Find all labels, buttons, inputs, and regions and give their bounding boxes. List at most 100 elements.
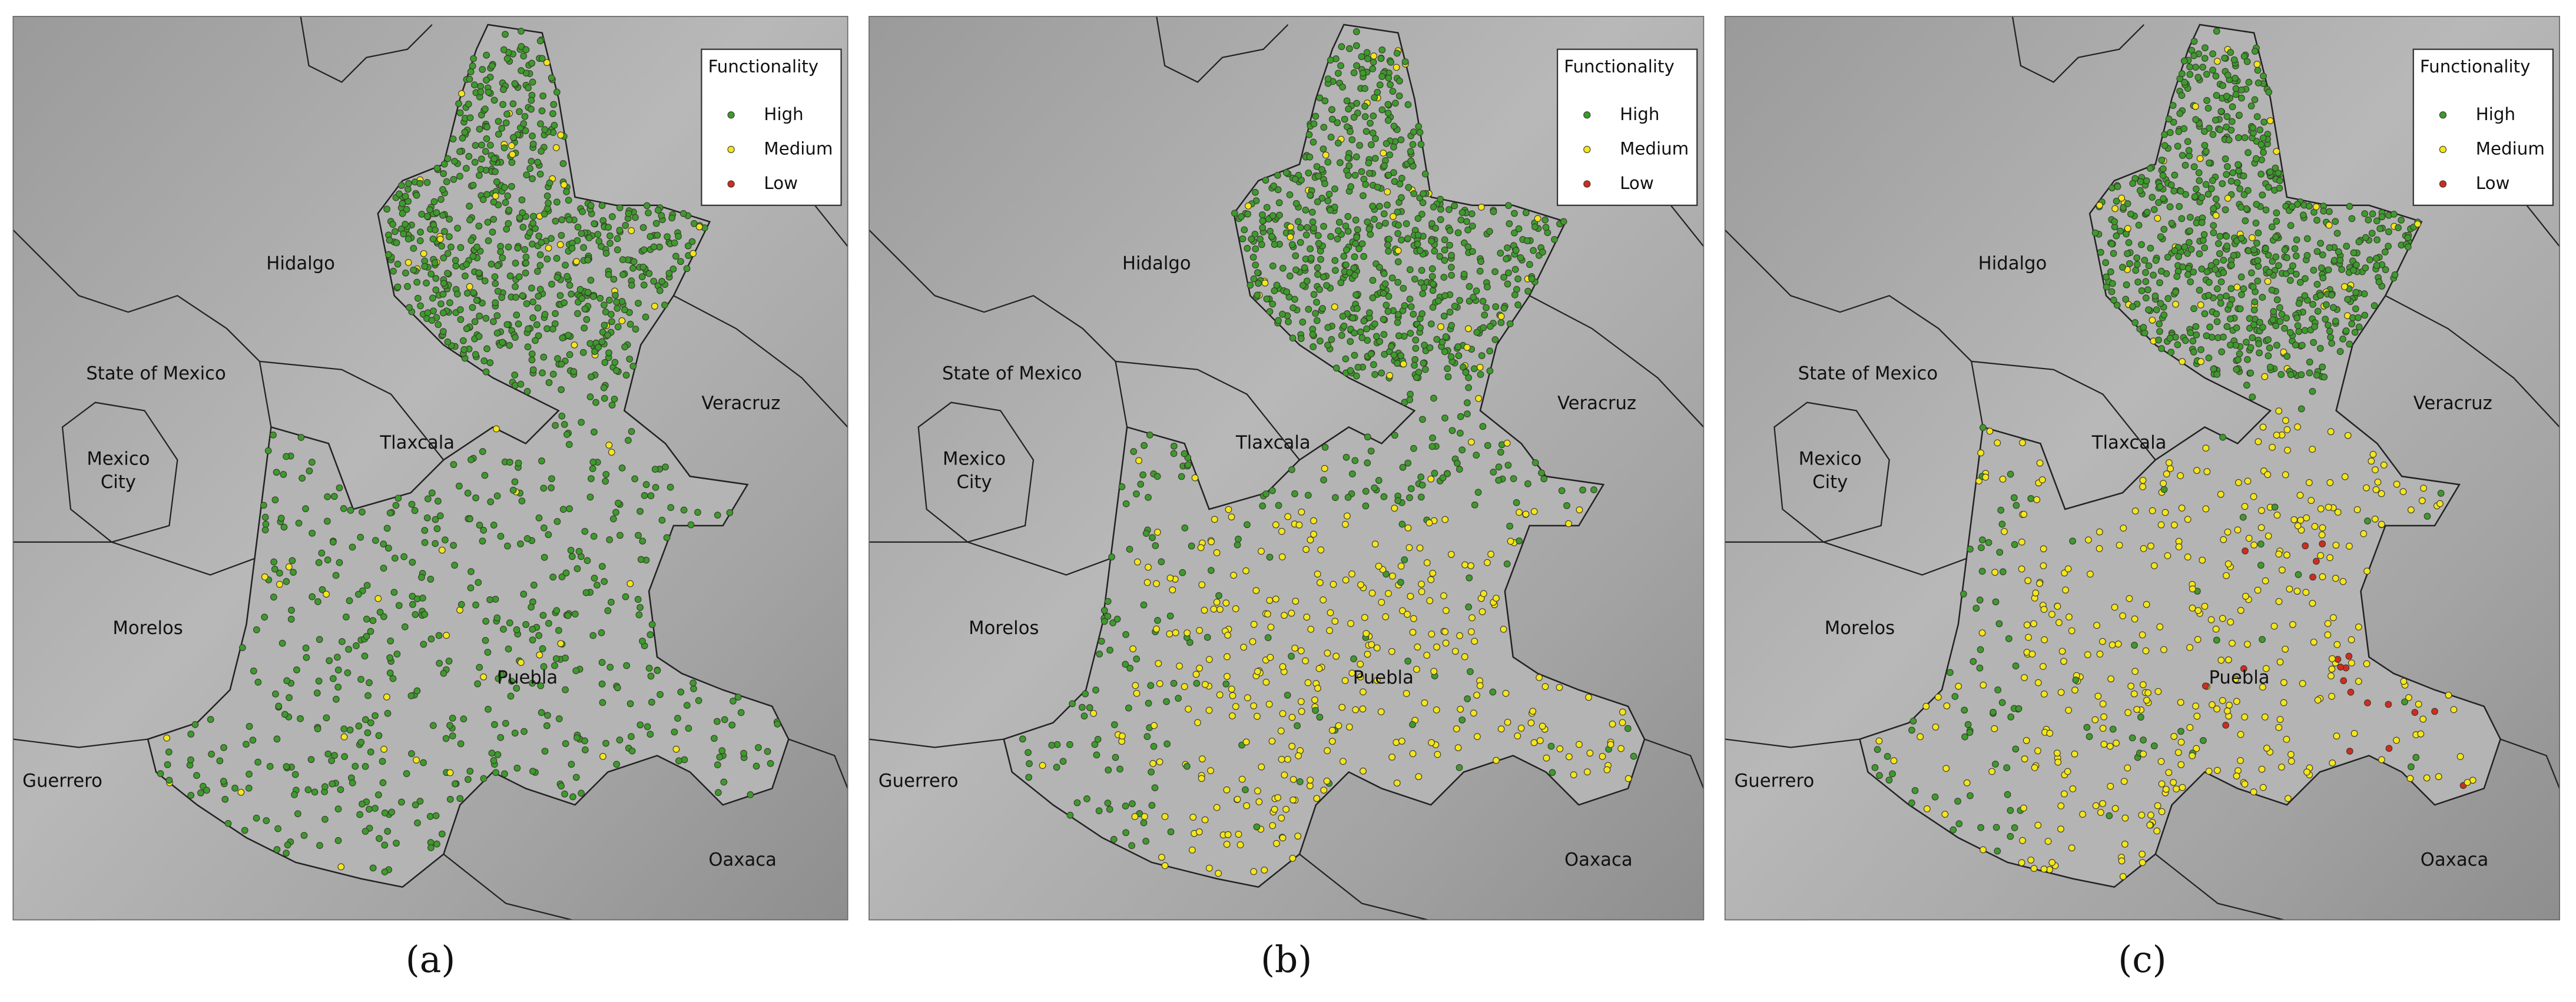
facility-point [1444, 373, 1452, 380]
facility-point [564, 612, 572, 619]
facility-point [2192, 102, 2199, 110]
facility-point [2330, 304, 2337, 311]
facility-point [1566, 753, 1573, 761]
facility-point [2259, 684, 2266, 691]
facility-point [1291, 175, 1299, 183]
facility-point [2107, 675, 2114, 683]
facility-point [1404, 101, 1412, 108]
facility-point [2265, 532, 2272, 540]
facility-point [522, 621, 530, 628]
facility-point [2385, 243, 2392, 250]
facility-point [2124, 709, 2131, 716]
facility-point [498, 125, 505, 132]
facility-point [483, 123, 490, 131]
facility-point [401, 623, 409, 631]
facility-point [1122, 631, 1129, 638]
facility-point [512, 381, 519, 389]
facility-point [2346, 748, 2353, 755]
facility-point [2275, 598, 2283, 605]
facility-point [2139, 631, 2146, 639]
facility-point [2178, 215, 2186, 223]
facility-point [1491, 268, 1498, 276]
facility-point [2111, 205, 2119, 213]
facility-point [2328, 291, 2335, 298]
facility-point [2270, 308, 2277, 316]
facility-point [2171, 171, 2179, 179]
facility-point [1345, 162, 1353, 170]
facility-point [2143, 208, 2151, 216]
facility-point [487, 141, 494, 149]
facility-point [2247, 102, 2255, 110]
panel-caption: (c) [2118, 939, 2166, 981]
facility-point [2187, 278, 2194, 286]
facility-point [632, 326, 639, 333]
facility-point [2361, 210, 2369, 217]
facility-point [1369, 277, 1377, 284]
facility-point [1410, 615, 1417, 622]
facility-point [2132, 267, 2140, 274]
facility-point [501, 770, 508, 778]
facility-point [1427, 576, 1435, 583]
facility-point [2227, 127, 2235, 134]
facility-point [648, 698, 655, 706]
region-label: Guerrero [22, 771, 102, 792]
facility-point [1378, 106, 1386, 114]
facility-point [1151, 722, 1158, 729]
facility-point [2363, 484, 2370, 492]
facility-point [1370, 58, 1377, 66]
facility-point [2201, 55, 2209, 62]
facility-point [2149, 316, 2156, 324]
facility-point [1397, 579, 1404, 586]
facility-point [289, 557, 296, 565]
facility-point [1991, 569, 1998, 576]
facility-point [1140, 601, 1148, 609]
facility-point [287, 616, 295, 623]
facility-point [1196, 627, 1203, 634]
facility-point [438, 830, 446, 838]
facility-point [516, 214, 523, 221]
facility-point [2040, 690, 2048, 698]
facility-point [2332, 317, 2339, 325]
facility-point [2124, 250, 2131, 257]
facility-point [2220, 257, 2227, 264]
facility-point [432, 226, 439, 234]
facility-point [1291, 296, 1298, 303]
facility-point [470, 81, 478, 89]
facility-point [541, 311, 549, 318]
facility-point [537, 682, 545, 689]
facility-point [1179, 569, 1186, 576]
facility-point [1890, 757, 1898, 764]
facility-point [2297, 405, 2305, 413]
facility-point [2177, 699, 2184, 706]
facility-point [1208, 538, 1215, 546]
facility-point [2160, 480, 2167, 487]
facility-point [2214, 58, 2221, 65]
facility-point [2133, 261, 2141, 268]
facility-point [1468, 614, 1476, 622]
facility-point [1976, 664, 1984, 672]
facility-point [2260, 118, 2267, 126]
facility-point [1388, 274, 1396, 281]
facility-point [1970, 658, 1977, 665]
facility-point [1105, 767, 1112, 774]
facility-point [432, 286, 440, 294]
facility-point [2210, 365, 2217, 373]
facility-point [2350, 249, 2358, 257]
facility-point [1025, 749, 1032, 757]
facility-point [2064, 768, 2071, 775]
facility-point [1630, 752, 1637, 760]
facility-point [332, 572, 340, 579]
facility-point [2219, 615, 2226, 622]
facility-point [2346, 340, 2353, 348]
facility-point [303, 654, 310, 661]
facility-point [389, 675, 397, 682]
facility-point [1441, 236, 1448, 244]
facility-point [2020, 510, 2028, 518]
facility-point [654, 667, 661, 674]
facility-point [518, 28, 525, 35]
facility-point [1314, 264, 1321, 271]
facility-point [2223, 92, 2230, 100]
facility-point [2124, 225, 2131, 232]
facility-point [1465, 603, 1472, 611]
facility-point [359, 800, 366, 808]
